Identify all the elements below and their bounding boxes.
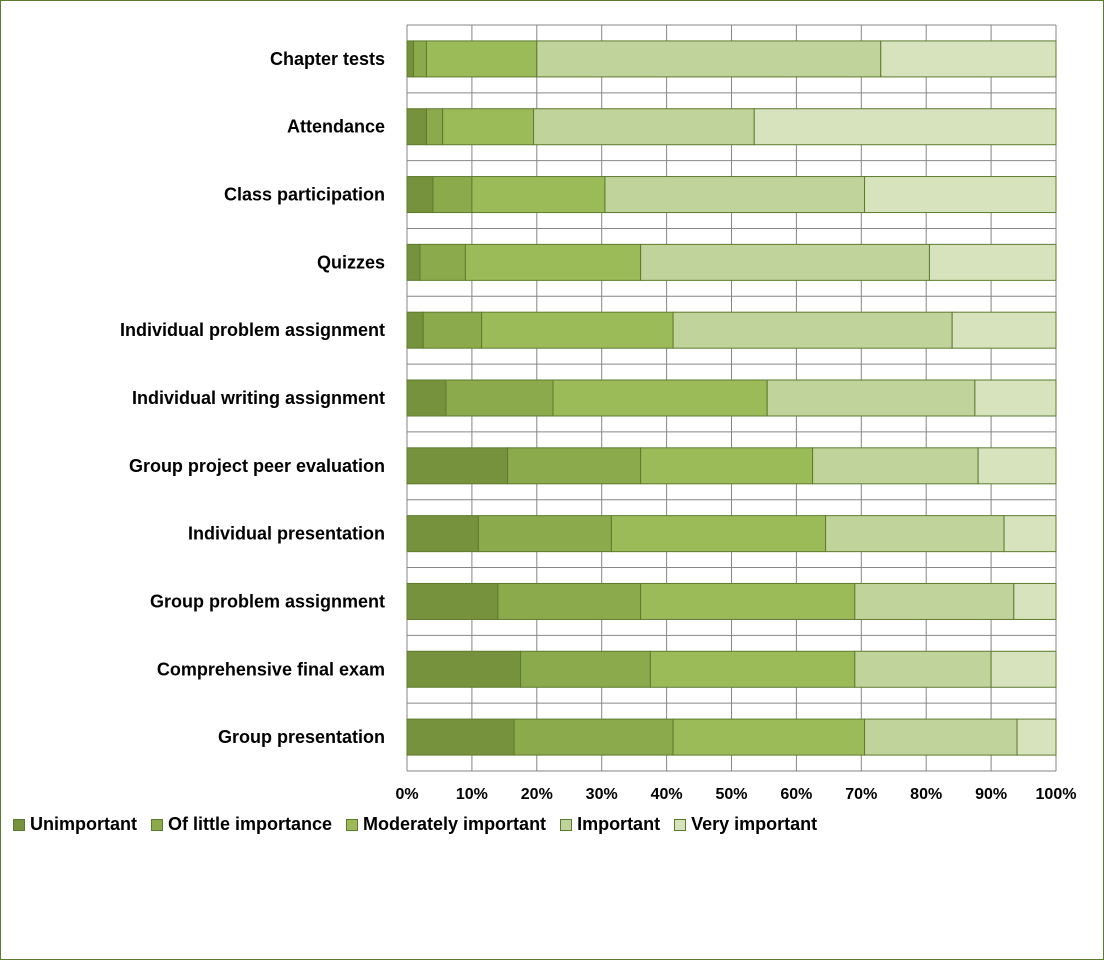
bar-segment bbox=[640, 447, 814, 485]
bar-segment bbox=[406, 650, 522, 688]
bar-segment bbox=[406, 379, 447, 417]
category-label: Quizzes bbox=[317, 252, 385, 272]
bar-segment bbox=[672, 311, 953, 349]
bar-segment bbox=[854, 650, 992, 688]
legend-item: Very important bbox=[674, 814, 817, 835]
bar-segment bbox=[1013, 582, 1057, 620]
bar-segment bbox=[477, 515, 612, 553]
legend-label: Very important bbox=[691, 814, 818, 834]
bar-segment bbox=[854, 582, 1015, 620]
legend-label: Important bbox=[577, 814, 661, 834]
bar-segment bbox=[422, 311, 483, 349]
bar-segment bbox=[406, 243, 421, 281]
legend-label: Unimportant bbox=[30, 814, 137, 834]
category-label: Comprehensive final exam bbox=[157, 659, 385, 679]
bar-segment bbox=[464, 243, 642, 281]
bar-segment bbox=[672, 718, 866, 756]
x-tick-label: 10% bbox=[456, 786, 488, 800]
legend-swatch bbox=[346, 818, 359, 831]
bar-segment bbox=[753, 108, 1057, 146]
category-label: Group project peer evaluation bbox=[129, 456, 385, 476]
bar-segment bbox=[552, 379, 768, 417]
x-tick-label: 50% bbox=[715, 786, 747, 800]
bar-segment bbox=[406, 108, 427, 146]
x-tick-label: 80% bbox=[910, 786, 942, 800]
bar-segment bbox=[649, 650, 856, 688]
bar-segment bbox=[406, 40, 414, 78]
category-label: Individual problem assignment bbox=[120, 320, 385, 340]
category-label: Individual presentation bbox=[188, 524, 385, 544]
category-label: Attendance bbox=[287, 117, 385, 137]
x-tick-label: 60% bbox=[780, 786, 812, 800]
bar-segment bbox=[812, 447, 979, 485]
bar-segment bbox=[610, 515, 827, 553]
x-tick-labels: 0% 10% 20% 30% 40% 50% 60% 70% 80% 90% 100% bbox=[395, 786, 1076, 800]
category-label: Group presentation bbox=[218, 727, 385, 747]
stacked-bar-chart: Chapter tests Attendance Class participati… bbox=[120, 24, 1076, 800]
legend-swatch bbox=[560, 818, 573, 831]
legend-item: Important bbox=[560, 814, 660, 835]
legend-label: Of little importance bbox=[168, 814, 333, 834]
category-label: Group problem assignment bbox=[150, 591, 385, 611]
bar-segment bbox=[864, 718, 1018, 756]
bar-segment bbox=[513, 718, 674, 756]
x-tick-label: 100% bbox=[1036, 786, 1077, 800]
bar-segment bbox=[864, 176, 1057, 214]
bar-segment bbox=[406, 447, 509, 485]
bar-segment bbox=[1016, 718, 1057, 756]
bar-segment bbox=[412, 40, 427, 78]
bar-segment bbox=[442, 108, 535, 146]
bar-segment bbox=[432, 176, 473, 214]
bar-segment bbox=[507, 447, 642, 485]
legend-label: Moderately important bbox=[363, 814, 547, 834]
bar-segment bbox=[445, 379, 554, 417]
bar-segment bbox=[406, 582, 499, 620]
bar-segment bbox=[533, 108, 755, 146]
category-label: Individual writing assignment bbox=[132, 388, 385, 408]
bar-segment bbox=[406, 718, 515, 756]
legend-item: Unimportant bbox=[13, 814, 137, 835]
bar-segment bbox=[766, 379, 976, 417]
bar-segment bbox=[951, 311, 1057, 349]
bar-segment bbox=[990, 650, 1057, 688]
legend: Unimportant Of little importance Moderatel… bbox=[13, 814, 831, 835]
bar-segment bbox=[536, 40, 882, 78]
bar-segment bbox=[425, 40, 538, 78]
bar-segment bbox=[640, 243, 930, 281]
bar-segment bbox=[928, 243, 1057, 281]
bar-segment bbox=[406, 176, 434, 214]
x-tick-label: 30% bbox=[586, 786, 618, 800]
legend-item: Moderately important bbox=[346, 814, 546, 835]
bar-segment bbox=[977, 447, 1057, 485]
bar-segment bbox=[406, 515, 479, 553]
bar-segment bbox=[471, 176, 606, 214]
bar-segment bbox=[425, 108, 444, 146]
bars bbox=[406, 40, 1057, 756]
bar-segment bbox=[825, 515, 1005, 553]
x-tick-label: 20% bbox=[521, 786, 553, 800]
category-label: Class participation bbox=[224, 185, 385, 205]
bar-segment bbox=[1003, 515, 1057, 553]
bar-segment bbox=[419, 243, 466, 281]
x-tick-label: 40% bbox=[651, 786, 683, 800]
bar-segment bbox=[880, 40, 1057, 78]
x-tick-label: 70% bbox=[845, 786, 877, 800]
category-labels: Chapter tests Attendance Class participati… bbox=[120, 49, 385, 747]
bar-segment bbox=[481, 311, 674, 349]
legend-swatch bbox=[13, 818, 25, 831]
bar-segment bbox=[604, 176, 866, 214]
bar-segment bbox=[640, 582, 856, 620]
x-tick-label: 0% bbox=[395, 786, 418, 800]
legend-swatch bbox=[674, 818, 687, 831]
category-label: Chapter tests bbox=[270, 49, 385, 69]
legend-item: Of little importance bbox=[151, 814, 332, 835]
bar-segment bbox=[520, 650, 651, 688]
x-tick-label: 90% bbox=[975, 786, 1007, 800]
legend-swatch bbox=[151, 818, 163, 831]
bar-segment bbox=[497, 582, 642, 620]
bar-segment bbox=[406, 311, 424, 349]
bar-segment bbox=[974, 379, 1057, 417]
